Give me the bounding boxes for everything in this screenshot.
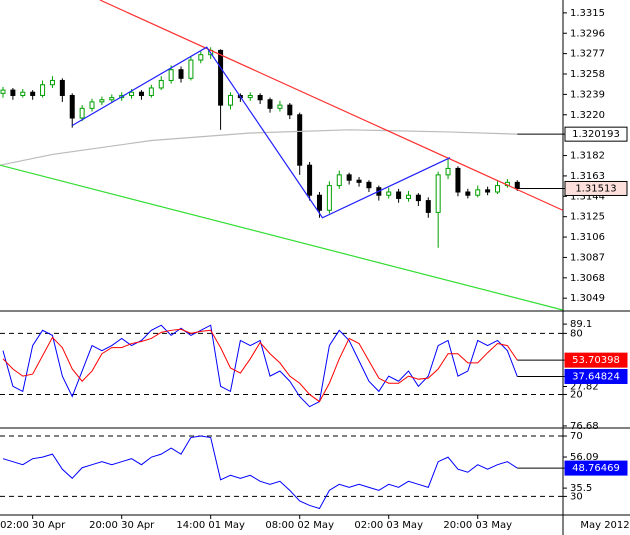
value-box-label: 37.64824 bbox=[572, 371, 620, 382]
y-tick-label: 1.3296 bbox=[570, 28, 605, 39]
y-tick-label: 1.3068 bbox=[570, 273, 605, 284]
candle-body bbox=[158, 79, 164, 89]
y-tick-label: 1.3239 bbox=[570, 89, 605, 100]
y-tick-label: 89.1 bbox=[570, 319, 592, 330]
candle-body bbox=[218, 49, 224, 106]
y-tick-label: 1.3106 bbox=[570, 232, 605, 243]
candle-body bbox=[59, 79, 65, 96]
y-tick-label: 35.5 bbox=[570, 483, 592, 494]
candle-body bbox=[405, 194, 411, 199]
trend-line bbox=[71, 46, 451, 219]
candle-body bbox=[297, 114, 303, 166]
y-tick-label: 27.82 bbox=[570, 381, 599, 392]
y-tick-label: 1.3258 bbox=[570, 69, 605, 80]
candle-body bbox=[336, 174, 342, 187]
y-tick-label: 1.3182 bbox=[570, 151, 605, 162]
candle-body bbox=[396, 191, 402, 199]
y-tick-label: 1.3087 bbox=[570, 252, 605, 263]
trend-line bbox=[0, 164, 563, 311]
y-tick-label: 70 bbox=[570, 431, 583, 442]
candle-body bbox=[445, 167, 451, 176]
candle-body bbox=[257, 94, 263, 101]
y-tick-label: 30 bbox=[570, 491, 583, 502]
candle-body bbox=[99, 99, 105, 103]
x-tick-label: 20:00 03 May bbox=[443, 520, 512, 531]
candle-body bbox=[495, 185, 500, 193]
y-tick-label: 1.3125 bbox=[570, 212, 605, 223]
candle-body bbox=[168, 69, 174, 81]
candle-body bbox=[10, 89, 16, 96]
candle-body bbox=[455, 167, 461, 193]
candle-body bbox=[40, 84, 46, 96]
candle-body bbox=[326, 185, 332, 211]
candle-body bbox=[307, 164, 313, 196]
x-tick-label: 02:00 30 Apr bbox=[0, 520, 66, 531]
x-tick-label: 14:00 01 May bbox=[176, 520, 245, 531]
y-tick-label: 76.68 bbox=[570, 421, 599, 432]
y-tick-label: 80 bbox=[570, 328, 583, 339]
candle-body bbox=[485, 189, 491, 193]
value-box-label: 1.320193 bbox=[572, 129, 620, 140]
indicator-line bbox=[2, 324, 518, 408]
candle-body bbox=[277, 104, 283, 109]
candle-body bbox=[366, 181, 372, 189]
value-box-label: 1.31513 bbox=[575, 183, 616, 194]
value-box-label: 53.70398 bbox=[572, 355, 620, 366]
candle-body bbox=[30, 91, 36, 96]
candle-body bbox=[138, 91, 144, 96]
candle-body bbox=[129, 91, 135, 96]
value-box bbox=[564, 126, 628, 142]
period-label: May 2012 bbox=[580, 520, 629, 531]
value-box bbox=[564, 460, 628, 476]
y-tick-label: 56.09 bbox=[570, 452, 599, 463]
candle-body bbox=[465, 191, 471, 196]
candle-body bbox=[346, 174, 352, 181]
candle-body bbox=[178, 69, 184, 79]
candle-body bbox=[435, 174, 441, 213]
candle-body bbox=[69, 94, 75, 119]
trend-line bbox=[99, 0, 564, 211]
candle-body bbox=[267, 99, 273, 109]
candle-body bbox=[79, 107, 85, 119]
value-box bbox=[564, 368, 628, 384]
candle-body bbox=[386, 191, 392, 196]
y-tick-label: 1.3277 bbox=[570, 49, 605, 60]
y-tick-label: 20 bbox=[570, 389, 583, 400]
x-tick-label: 08:00 02 May bbox=[265, 520, 334, 531]
candle-body bbox=[20, 91, 26, 96]
candle-body bbox=[89, 101, 95, 109]
candle-body bbox=[287, 104, 293, 116]
candle-body bbox=[188, 59, 194, 79]
y-tick-label: 1.3163 bbox=[570, 171, 605, 182]
candle-body bbox=[356, 179, 362, 183]
x-tick-label: 02:00 03 May bbox=[354, 520, 423, 531]
y-tick-label: 1.3144 bbox=[570, 191, 605, 202]
trend-line bbox=[0, 129, 518, 166]
candle-body bbox=[0, 89, 6, 94]
candle-body bbox=[227, 94, 233, 106]
value-box-label: 48.76469 bbox=[572, 463, 620, 474]
candle-body bbox=[49, 79, 55, 86]
y-tick-label: 1.3049 bbox=[570, 293, 605, 304]
candle-body bbox=[425, 200, 431, 213]
candle-body bbox=[514, 181, 520, 189]
candle-body bbox=[109, 97, 115, 101]
candle-body bbox=[316, 194, 322, 211]
x-tick-label: 20:00 30 Apr bbox=[89, 520, 155, 531]
candle-body bbox=[247, 94, 253, 99]
indicator-line bbox=[2, 328, 518, 403]
y-tick-label: 1.3220 bbox=[570, 110, 605, 121]
value-box bbox=[564, 180, 628, 196]
candle-body bbox=[148, 87, 154, 96]
y-tick-label: 1.3315 bbox=[570, 8, 605, 19]
candle-body bbox=[475, 189, 481, 196]
candle-body bbox=[198, 54, 204, 61]
value-box bbox=[564, 352, 628, 368]
indicator-line bbox=[2, 435, 518, 510]
candle-body bbox=[415, 194, 421, 202]
